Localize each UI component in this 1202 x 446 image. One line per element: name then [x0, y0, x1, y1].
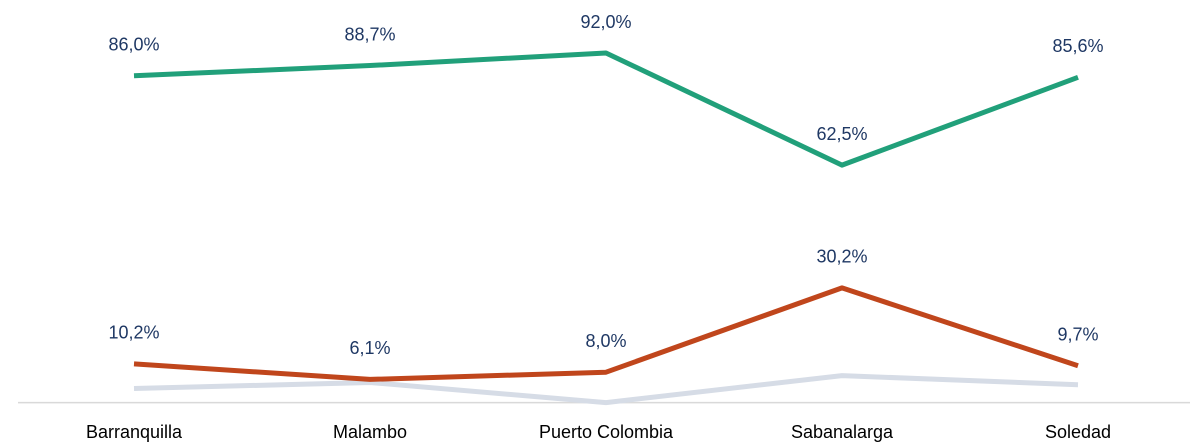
data-label: 86,0%: [108, 35, 159, 55]
x-tick-label: Barranquilla: [86, 422, 183, 442]
data-label: 88,7%: [344, 24, 395, 44]
data-label: 10,2%: [108, 323, 159, 343]
series-line: [133, 285, 1079, 382]
data-label: 85,6%: [1052, 36, 1103, 56]
data-label: 92,0%: [580, 12, 631, 32]
series-line: [133, 50, 1079, 168]
data-label: 9,7%: [1057, 324, 1098, 344]
x-tick-label: Puerto Colombia: [539, 422, 674, 442]
data-label: 30,2%: [816, 247, 867, 267]
series-line: [133, 373, 1079, 406]
x-tick-label: Sabanalarga: [791, 422, 894, 442]
data-label: 6,1%: [349, 338, 390, 358]
x-tick-label: Malambo: [333, 422, 407, 442]
x-tick-label: Soledad: [1045, 422, 1111, 442]
data-label: 8,0%: [585, 331, 626, 351]
data-label: 62,5%: [816, 124, 867, 144]
